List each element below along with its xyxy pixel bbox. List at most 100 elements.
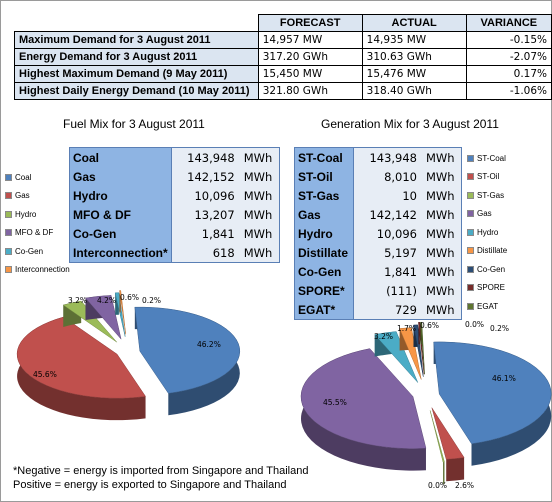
footnote: *Negative = energy is imported from Sing… xyxy=(13,464,308,492)
actual-unit: MW xyxy=(406,34,427,46)
legend-swatch xyxy=(467,247,474,255)
gen-row: EGAT* 729 MWh xyxy=(294,300,462,320)
fuel-name: Interconnection* xyxy=(69,243,172,263)
legend-swatch xyxy=(5,173,12,181)
fuel-unit: MWh xyxy=(237,186,280,205)
legend-swatch xyxy=(467,302,474,310)
fuel-value: 143,948 xyxy=(171,147,238,167)
summary-forecast-cell: 15,450 MW xyxy=(257,65,363,83)
fuel-row: Gas 142,152 MWh xyxy=(69,167,280,186)
generation-mix-pie xyxy=(300,321,552,485)
fuel-name: Hydro xyxy=(69,186,172,205)
gen-row: ST-Coal 143,948 MWh xyxy=(294,147,462,167)
legend-swatch xyxy=(5,247,12,255)
forecast-value: 15,450 xyxy=(262,68,300,80)
fuel-mix-slice xyxy=(119,290,126,335)
legend-item: SPORE xyxy=(467,279,507,298)
fuel-row: Hydro 10,096 MWh xyxy=(69,186,280,205)
gen-row: Hydro 10,096 MWh xyxy=(294,224,462,243)
generation-mix-slice xyxy=(429,410,445,463)
fuel-mix-legend: Coal Gas Hydro MFO & DF Co-Gen Interconn… xyxy=(5,168,70,279)
summary-forecast-cell: 317.20 GWh xyxy=(257,48,363,66)
gen-value: 5,197 xyxy=(353,243,420,262)
fuel-mix-title: Fuel Mix for 3 August 2011 xyxy=(63,117,205,131)
legend-item: Hydro xyxy=(5,205,70,224)
fuel-mix-slice xyxy=(62,300,117,343)
summary-variance-cell: -2.07% xyxy=(465,48,552,66)
summary-variance-cell: -0.15% xyxy=(465,31,552,49)
legend-item: Gas xyxy=(5,187,70,206)
gen-value: 10,096 xyxy=(353,224,420,243)
summary-row-label: Maximum Demand for 3 August 2011 xyxy=(14,31,259,49)
gen-unit: MWh xyxy=(420,186,462,205)
gen-name: Distillate xyxy=(294,243,354,262)
legend-label: Interconnection xyxy=(15,265,70,275)
gen-name: ST-Coal xyxy=(294,147,354,167)
forecast-value: 14,957 xyxy=(262,34,300,46)
legend-label: Co-Gen xyxy=(477,264,506,274)
legend-swatch xyxy=(467,191,474,199)
legend-swatch xyxy=(5,210,12,218)
fuel-name: Gas xyxy=(69,167,172,186)
legend-swatch xyxy=(467,173,474,181)
fuel-mix-slice xyxy=(114,292,126,337)
forecast-value: 321.80 xyxy=(262,85,300,97)
summary-header-blank xyxy=(14,14,259,32)
legend-item: Coal xyxy=(5,168,70,187)
gen-unit: MWh xyxy=(420,243,462,262)
fuel-row: Co-Gen 1,841 MWh xyxy=(69,224,280,243)
generation-mix-slice xyxy=(374,331,419,383)
summary-variance-cell: -1.06% xyxy=(465,82,552,100)
summary-row: Highest Daily Energy Demand (10 May 2011… xyxy=(14,82,552,100)
legend-label: MFO & DF xyxy=(15,228,54,238)
gen-pct-label: 3.2% xyxy=(374,332,394,341)
fuel-value: 13,207 xyxy=(171,205,238,224)
legend-swatch xyxy=(467,210,474,218)
gen-value: 1,841 xyxy=(353,262,420,281)
actual-unit: GWh xyxy=(406,51,432,63)
fuel-mix-pie xyxy=(16,290,241,421)
legend-label: Hydro xyxy=(15,209,37,219)
legend-item: MFO & DF xyxy=(5,224,70,243)
gen-value: 729 xyxy=(353,300,420,320)
demand-summary-table: FORECAST ACTUAL VARIANCE Maximum Demand … xyxy=(14,14,552,100)
gen-name: Co-Gen xyxy=(294,262,354,281)
gen-unit: MWh xyxy=(420,167,462,186)
legend-swatch xyxy=(5,229,12,237)
footnote-line-negative: *Negative = energy is imported from Sing… xyxy=(13,465,309,477)
generation-mix-slice xyxy=(300,348,427,449)
gen-row: Gas 142,142 MWh xyxy=(294,205,462,224)
gen-row: Co-Gen 1,841 MWh xyxy=(294,262,462,281)
forecast-unit: GWh xyxy=(302,51,328,63)
legend-item: ST-Coal xyxy=(467,149,507,168)
legend-label: Distillate xyxy=(477,246,508,256)
summary-row: Highest Maximum Demand (9 May 2011) 15,4… xyxy=(14,65,552,83)
gen-value: 143,948 xyxy=(353,147,420,167)
legend-item: Gas xyxy=(467,205,507,224)
summary-actual-cell: 15,476 MW xyxy=(361,65,467,83)
fuel-pct-label: 45.6% xyxy=(33,370,57,379)
fuel-row: MFO & DF 13,207 MWh xyxy=(69,205,280,224)
fuel-pct-label: 0.6% xyxy=(120,293,140,302)
legend-label: Hydro xyxy=(477,227,499,237)
legend-swatch xyxy=(467,154,474,162)
gen-value: 10 xyxy=(353,186,420,205)
gen-name: EGAT* xyxy=(294,300,354,320)
generation-mix-slice xyxy=(420,321,425,375)
fuel-mix-table: Coal 143,948 MWh Gas 142,152 MWh Hydro 10,096… xyxy=(69,147,280,263)
legend-label: ST-Coal xyxy=(477,153,506,163)
actual-value: 14,935 xyxy=(366,34,404,46)
legend-label: ST-Gas xyxy=(477,190,505,200)
legend-swatch xyxy=(5,192,12,200)
actual-unit: MW xyxy=(406,68,427,80)
fuel-value: 142,152 xyxy=(171,167,238,186)
fuel-row: Interconnection* 618 MWh xyxy=(69,243,280,263)
fuel-pct-label: 46.2% xyxy=(197,340,221,349)
gen-pct-label: 0.6% xyxy=(420,321,440,330)
forecast-value: 317.20 xyxy=(262,51,300,63)
legend-swatch xyxy=(467,265,474,273)
generation-mix-slice xyxy=(433,341,552,445)
gen-row: SPORE* (111) MWh xyxy=(294,281,462,300)
legend-item: Distillate xyxy=(467,242,507,261)
generation-mix-title: Generation Mix for 3 August 2011 xyxy=(321,117,499,131)
